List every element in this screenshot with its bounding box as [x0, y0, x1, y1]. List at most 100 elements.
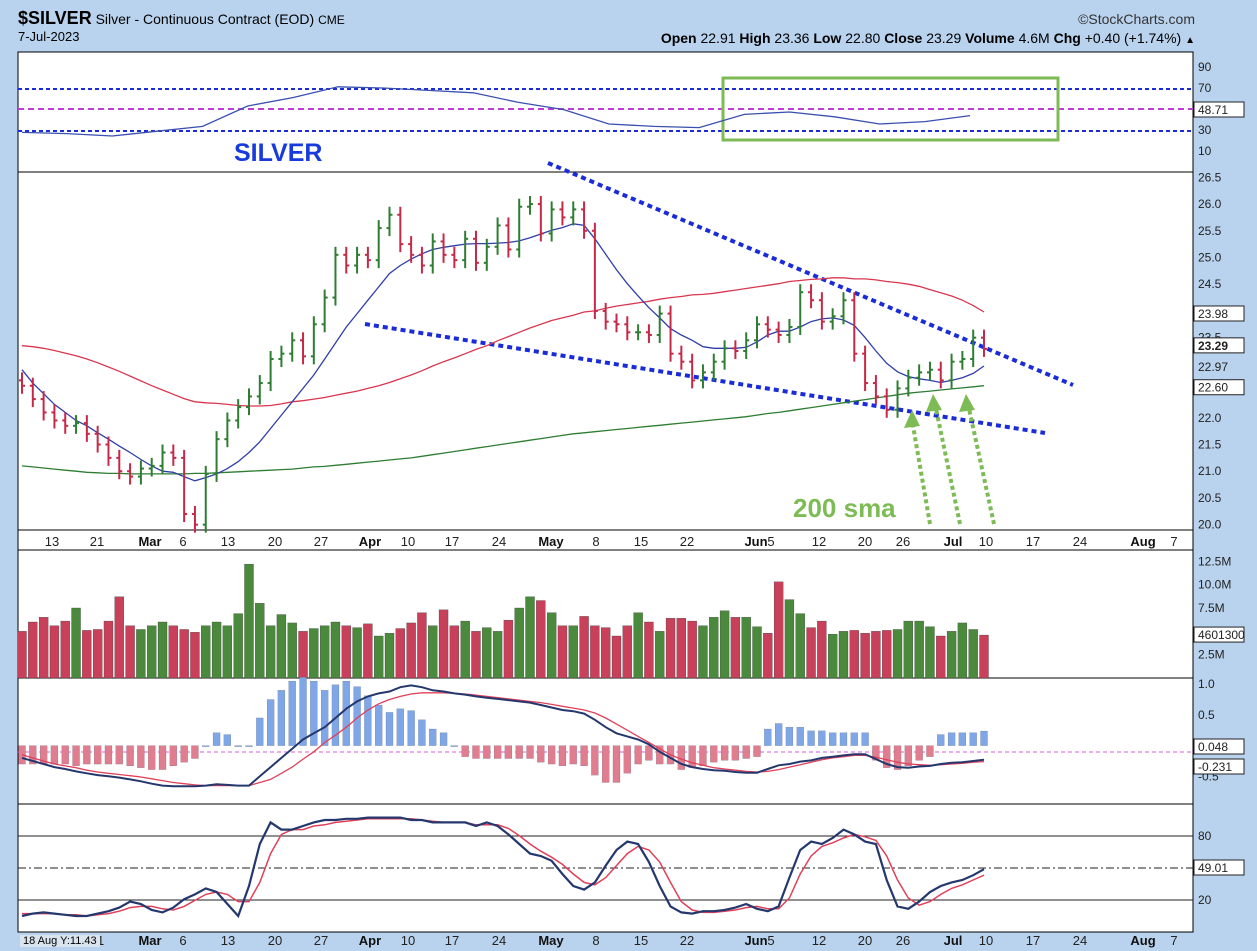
- volume-bar: [903, 620, 913, 679]
- volume-bar: [979, 634, 989, 679]
- volume-bar: [190, 632, 200, 679]
- macd-last-value-box: [1193, 758, 1245, 775]
- header-title-row: $SILVER Silver - Continuous Contract (EO…: [18, 8, 345, 29]
- x-tick-label: 12: [812, 534, 826, 549]
- x-tick-label: 17: [445, 933, 459, 948]
- volume-bar: [687, 620, 697, 679]
- macd-histogram-value-box: [1193, 738, 1245, 755]
- volume-bar: [719, 610, 730, 679]
- volume-bar: [114, 596, 124, 679]
- macd-histogram-bar: [493, 745, 502, 759]
- macd-histogram-bar: [710, 745, 718, 763]
- high-label: High: [739, 30, 771, 46]
- x-tick-label: 8: [592, 534, 599, 549]
- volume-bar: [38, 617, 49, 679]
- x-tick-label: 22: [680, 534, 694, 549]
- volume-bar: [341, 625, 351, 679]
- rsi-tick-label: 90: [1198, 60, 1212, 74]
- macd-histogram-bar: [580, 745, 588, 766]
- x-tick-label: 7: [1170, 933, 1177, 948]
- macd-histogram-bar: [396, 708, 404, 746]
- macd-histogram-bar: [418, 719, 426, 746]
- close-last-value: 23.29: [1198, 339, 1228, 353]
- macd-histogram-bar: [850, 732, 858, 746]
- macd-histogram-bar: [256, 717, 264, 746]
- macd-histogram-bar: [872, 745, 880, 761]
- volume-label: Volume: [965, 30, 1015, 46]
- open-label: Open: [660, 30, 697, 46]
- macd-histogram-bar: [623, 745, 631, 774]
- stoch-k-line: [21, 816, 985, 919]
- macd-histogram-bar: [883, 745, 891, 768]
- volume-bar: [655, 631, 665, 679]
- x-tick-label: Mar: [138, 534, 161, 549]
- sma200-line: [21, 385, 985, 475]
- x-tick-label: 5: [767, 933, 774, 948]
- volume-bar: [503, 619, 514, 679]
- volume-tick-label: 12.5M: [1198, 554, 1231, 568]
- volume-bar: [417, 612, 427, 679]
- x-tick-label: 20: [268, 933, 282, 948]
- rsi-highlight-box: [721, 76, 1060, 142]
- macd-histogram-bar: [115, 745, 123, 765]
- volume-bar: [557, 625, 568, 679]
- x-tick-label: 17: [1026, 534, 1040, 549]
- macd-signal-line: [21, 692, 985, 787]
- volume-bar: [698, 625, 708, 679]
- volume-bar: [287, 622, 297, 679]
- sma-arrowhead-2: [926, 394, 942, 412]
- volume-bar: [244, 563, 254, 679]
- exchange-label: CME: [318, 13, 345, 27]
- x-tick-label: 13: [221, 933, 235, 948]
- volume-bar: [60, 620, 70, 679]
- volume-bar: [136, 629, 146, 679]
- macd-histogram-value: 0.048: [1198, 740, 1228, 754]
- macd-histogram-bar: [94, 745, 102, 765]
- macd-histogram-bar: [321, 690, 329, 746]
- x-tick-label: May: [538, 933, 564, 948]
- stoch-last-value-box: [1193, 859, 1245, 876]
- volume-bar: [957, 622, 968, 679]
- stoch-d-line: [22, 818, 985, 917]
- x-tick-label: Apr: [359, 933, 381, 948]
- header-date: 7-Jul-2023: [18, 29, 80, 44]
- volume-bar: [882, 630, 892, 679]
- stoch-tick-label: 20: [1198, 893, 1212, 907]
- x-tick-label: 10: [401, 534, 415, 549]
- x-tick-label: 15: [634, 933, 648, 948]
- x-tick-label: 24: [1073, 933, 1087, 948]
- volume-tick-label: 10.0M: [1198, 578, 1231, 592]
- volume-bar: [49, 625, 60, 679]
- volume-bar: [525, 596, 535, 679]
- volume-bar: [579, 616, 589, 679]
- volume-bar: [222, 625, 233, 679]
- macd-histogram-bar: [299, 677, 307, 746]
- rsi-last-value-box: [1193, 101, 1245, 118]
- sma-arrowhead-3: [959, 394, 975, 412]
- macd-histogram-bar: [439, 732, 448, 746]
- x-tick-label: 13: [45, 534, 59, 549]
- volume-bar: [968, 629, 978, 679]
- volume-bar: [741, 617, 751, 679]
- volume-bar: [71, 607, 81, 679]
- volume-bar: [546, 612, 557, 679]
- volume-bar: [406, 622, 416, 679]
- volume-bar: [384, 633, 395, 679]
- macd-histogram-bar: [548, 745, 556, 765]
- macd-histogram-bar: [785, 727, 794, 746]
- volume-bar: [849, 630, 859, 679]
- x-tick-label: 6: [179, 534, 186, 549]
- x-tick-label: 27: [314, 534, 328, 549]
- price-panel: [17, 171, 1194, 531]
- stoch-last-value: 49.01: [1198, 861, 1228, 875]
- macd-histogram-bar: [796, 727, 804, 746]
- macd-histogram-bar: [212, 732, 221, 746]
- volume-bar: [925, 626, 935, 679]
- price-tick-label: 26.5: [1198, 170, 1222, 184]
- volume-bar: [363, 623, 373, 679]
- macd-histogram-bar: [526, 745, 534, 759]
- price-tick-label: 25.0: [1198, 250, 1222, 264]
- macd-histogram-bar: [342, 680, 350, 746]
- chg-up-icon: ▲: [1185, 35, 1195, 46]
